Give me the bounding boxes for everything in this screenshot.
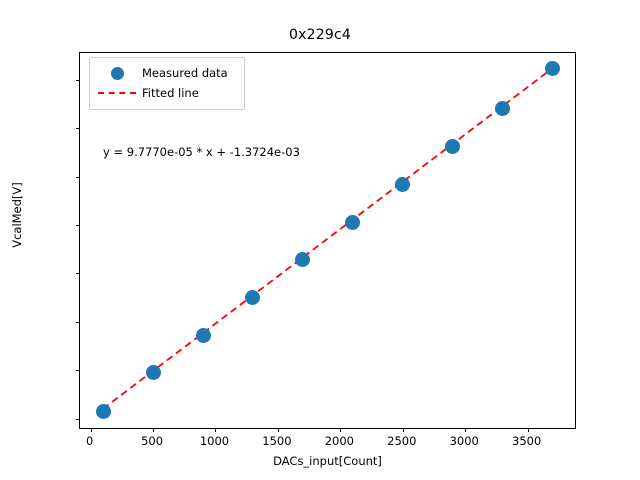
x-tick-label: 1500 bbox=[262, 434, 292, 448]
legend-item-measured-data: Measured data bbox=[96, 63, 238, 83]
y-tick bbox=[76, 418, 80, 420]
y-tick bbox=[76, 273, 80, 275]
circle-marker-icon bbox=[96, 66, 138, 80]
data-point bbox=[195, 328, 211, 343]
x-tick-label: 3500 bbox=[512, 434, 542, 448]
x-tick bbox=[90, 428, 92, 432]
x-tick-label: 2000 bbox=[324, 434, 354, 448]
data-point bbox=[345, 214, 361, 230]
x-tick bbox=[277, 428, 279, 432]
fit-equation-annotation: y = 9.7770e-05 * x + -1.3724e-03 bbox=[103, 145, 300, 159]
x-tick bbox=[340, 428, 342, 432]
x-tick bbox=[527, 428, 529, 432]
legend-label: Measured data bbox=[142, 66, 228, 80]
x-tick bbox=[153, 428, 155, 432]
data-point bbox=[295, 252, 311, 268]
x-tick-label: 1000 bbox=[199, 434, 230, 448]
x-tick-label: 0 bbox=[85, 434, 94, 448]
legend-label: Fitted line bbox=[142, 86, 199, 100]
x-tick bbox=[215, 428, 217, 432]
data-point bbox=[495, 101, 511, 117]
x-tick-label: 500 bbox=[141, 434, 164, 448]
chart-legend: Measured data Fitted line bbox=[89, 57, 245, 110]
plot-axes bbox=[76, 52, 576, 432]
y-tick bbox=[76, 225, 80, 227]
y-tick bbox=[76, 79, 80, 81]
data-point bbox=[395, 176, 411, 192]
data-point bbox=[245, 290, 261, 306]
y-tick bbox=[76, 370, 80, 372]
y-tick bbox=[76, 321, 80, 323]
x-tick-label: 2500 bbox=[387, 434, 417, 448]
x-tick-label: 3000 bbox=[449, 434, 479, 448]
y-tick bbox=[76, 176, 80, 178]
y-axis-label: VcalMed[V] bbox=[10, 182, 24, 248]
x-tick bbox=[402, 428, 404, 432]
data-point bbox=[145, 364, 161, 380]
data-point bbox=[445, 139, 461, 155]
data-point bbox=[545, 61, 561, 77]
dashed-line-icon bbox=[96, 92, 138, 94]
data-point bbox=[95, 403, 111, 419]
x-axis-label: DACs_input[Count] bbox=[273, 454, 382, 468]
legend-item-fitted-line: Fitted line bbox=[96, 83, 238, 103]
y-tick bbox=[76, 128, 80, 130]
chart-title: 0x229c4 bbox=[289, 27, 351, 43]
x-tick bbox=[465, 428, 467, 432]
